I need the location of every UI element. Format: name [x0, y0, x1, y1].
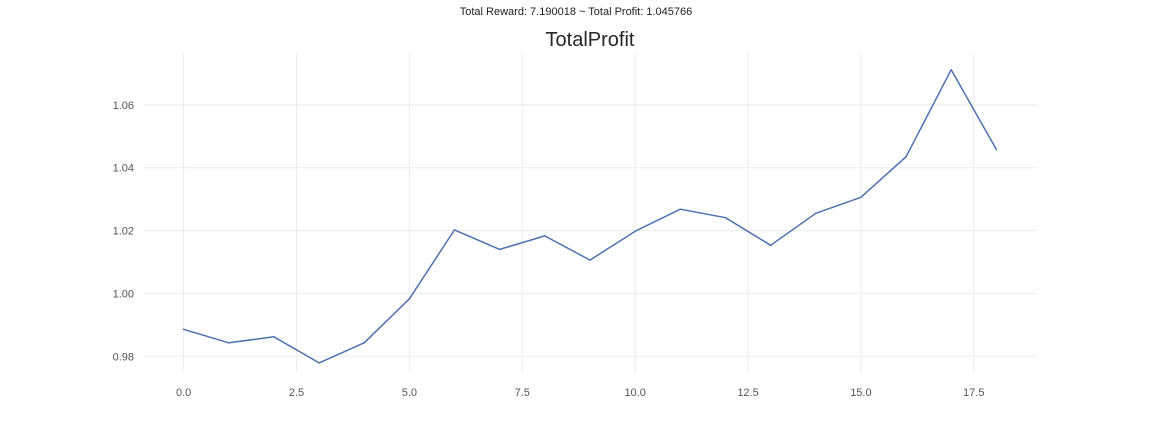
data-point: [950, 68, 953, 71]
series-line: [183, 68, 998, 364]
data-point: [634, 230, 636, 232]
y-axis: 0.98 1.00 1.02 1.04 1.06: [113, 100, 134, 363]
figure-suptitle: Total Reward: 7.190018 ~ Total Profit: 1…: [459, 6, 693, 18]
y-tick-label: 1.06: [113, 100, 134, 112]
data-point: [273, 336, 275, 338]
x-tick-label: 2.5: [289, 387, 304, 399]
data-point: [363, 341, 366, 344]
data-point: [544, 235, 546, 237]
x-tick-label: 15.0: [850, 387, 871, 399]
data-point: [995, 148, 998, 151]
data-point: [905, 155, 907, 158]
data-point: [814, 212, 817, 215]
x-tick-label: 5.0: [402, 387, 417, 399]
y-tick-label: 1.04: [113, 163, 134, 175]
data-point: [724, 216, 727, 219]
data-point: [860, 196, 862, 199]
data-point: [182, 328, 185, 331]
data-point: [453, 229, 456, 231]
series-layer: [182, 68, 998, 364]
grid-lines: [143, 53, 1037, 372]
x-axis: 0.0 2.5 5.0 7.5 10.0 12.5 15.0 17.5: [176, 387, 985, 399]
x-tick-label: 0.0: [176, 387, 191, 399]
data-point: [498, 248, 501, 251]
y-tick-label: 1.00: [113, 288, 134, 300]
y-tick-label: 1.02: [113, 226, 134, 238]
y-tick-label: 0.98: [113, 351, 134, 363]
data-point: [589, 259, 591, 261]
data-point: [408, 297, 411, 300]
data-point: [769, 244, 772, 247]
data-point: [318, 362, 320, 364]
x-tick-label: 7.5: [515, 387, 530, 399]
x-tick-label: 10.0: [624, 387, 645, 399]
x-tick-label: 17.5: [963, 387, 984, 399]
x-tick-label: 12.5: [737, 387, 758, 399]
data-point: [227, 341, 230, 344]
data-point: [679, 208, 682, 210]
chart-title: TotalProfit: [546, 29, 635, 51]
